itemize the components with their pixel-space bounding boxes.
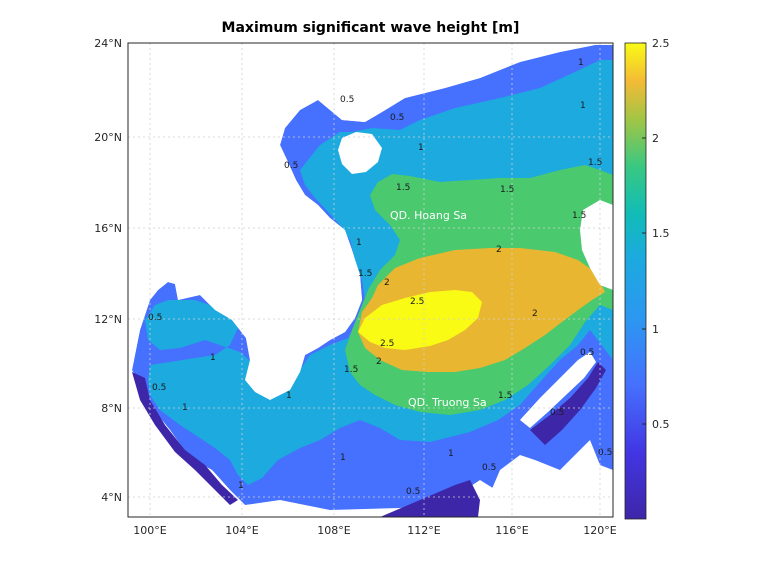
contour-label: 2	[532, 309, 538, 319]
contour-label: 1	[418, 143, 424, 153]
contour-label: 0.5	[580, 348, 594, 358]
contour-label: 1	[578, 58, 584, 68]
contour-label: 1.5	[358, 269, 372, 279]
x-tick-label: 116°E	[495, 524, 528, 537]
palawan-coast-low	[530, 362, 606, 445]
y-tick-label: 16°N	[94, 222, 122, 235]
y-tick-label: 8°N	[101, 402, 122, 415]
indochina-land	[128, 43, 362, 400]
contour-label: 1.5	[588, 158, 602, 168]
contour-label: 1	[210, 353, 216, 363]
contour-label: 1.5	[396, 183, 410, 193]
colorbar-tick-label: 0.5	[652, 418, 670, 431]
colorbar-tick-label: 1	[652, 323, 659, 336]
borneo-land	[480, 440, 613, 517]
contour-label: 2	[376, 357, 382, 367]
contour-label: 0.5	[406, 487, 420, 497]
luzon-island	[580, 200, 613, 290]
contour-label: 1.5	[572, 211, 586, 221]
x-tick-label: 100°E	[133, 524, 166, 537]
map-title: Maximum significant wave height [m]	[221, 20, 520, 36]
spratly-islands-label: QD. Truong Sa	[408, 396, 487, 409]
contour-label: 0.5	[598, 448, 612, 458]
contour-label: 2	[496, 245, 502, 255]
contour-labels: 0.5 0.5 1 1 1 1.5 1.5 1.5 1.5 2 2 2 2 2.…	[148, 58, 612, 497]
contour-label: 1	[286, 391, 292, 401]
latitude-axis: 24°N 20°N 16°N 12°N 8°N 4°N	[94, 37, 122, 504]
contour-label: 1	[182, 403, 188, 413]
contour-label: 0.5	[152, 383, 166, 393]
y-tick-label: 12°N	[94, 313, 122, 326]
colorbar: 2.5 2 1.5 1 0.5	[624, 37, 670, 520]
paracel-islands-label: QD. Hoang Sa	[390, 209, 467, 222]
contour-label: 2.5	[380, 339, 394, 349]
contour-label: 1.5	[500, 185, 514, 195]
palawan-land	[520, 352, 596, 428]
contour-label: 0.5	[482, 463, 496, 473]
colorbar-scale	[624, 42, 647, 520]
contour-label: 0.5	[148, 313, 162, 323]
contour-label: 1	[340, 453, 346, 463]
x-tick-label: 108°E	[317, 524, 350, 537]
contour-label: 0.5	[390, 113, 404, 123]
x-tick-label: 120°E	[583, 524, 616, 537]
contour-label: 0.5	[550, 408, 564, 418]
contour-label: 1	[580, 101, 586, 111]
colorbar-tick-label: 2	[652, 132, 659, 145]
y-tick-label: 24°N	[94, 37, 122, 50]
colorbar-tick-label: 1.5	[652, 227, 670, 240]
contour-label: 0.5	[284, 161, 298, 171]
x-tick-label: 104°E	[225, 524, 258, 537]
y-tick-label: 20°N	[94, 131, 122, 144]
contour-label: 1	[356, 238, 362, 248]
gulf-thailand-low	[132, 372, 238, 505]
gridlines	[128, 43, 613, 517]
contour-label: 2	[384, 278, 390, 288]
axes-frame	[127, 42, 614, 518]
hainan-island	[338, 132, 382, 174]
contour-label: 0.5	[340, 95, 354, 105]
longitude-axis: 100°E 104°E 108°E 112°E 116°E 120°E	[133, 524, 616, 537]
colorbar-tick-label: 2.5	[652, 37, 670, 50]
x-tick-label: 112°E	[407, 524, 440, 537]
sea-band-2-5m	[358, 290, 482, 350]
borneo-coast-low	[380, 480, 480, 517]
contour-label: 1	[238, 481, 244, 491]
contour-label: 1.5	[498, 391, 512, 401]
y-tick-label: 4°N	[101, 491, 122, 504]
contour-label: 1	[448, 449, 454, 459]
contour-label: 1.5	[344, 365, 358, 375]
china-coast	[270, 43, 613, 128]
contour-label: 2.5	[410, 297, 424, 307]
